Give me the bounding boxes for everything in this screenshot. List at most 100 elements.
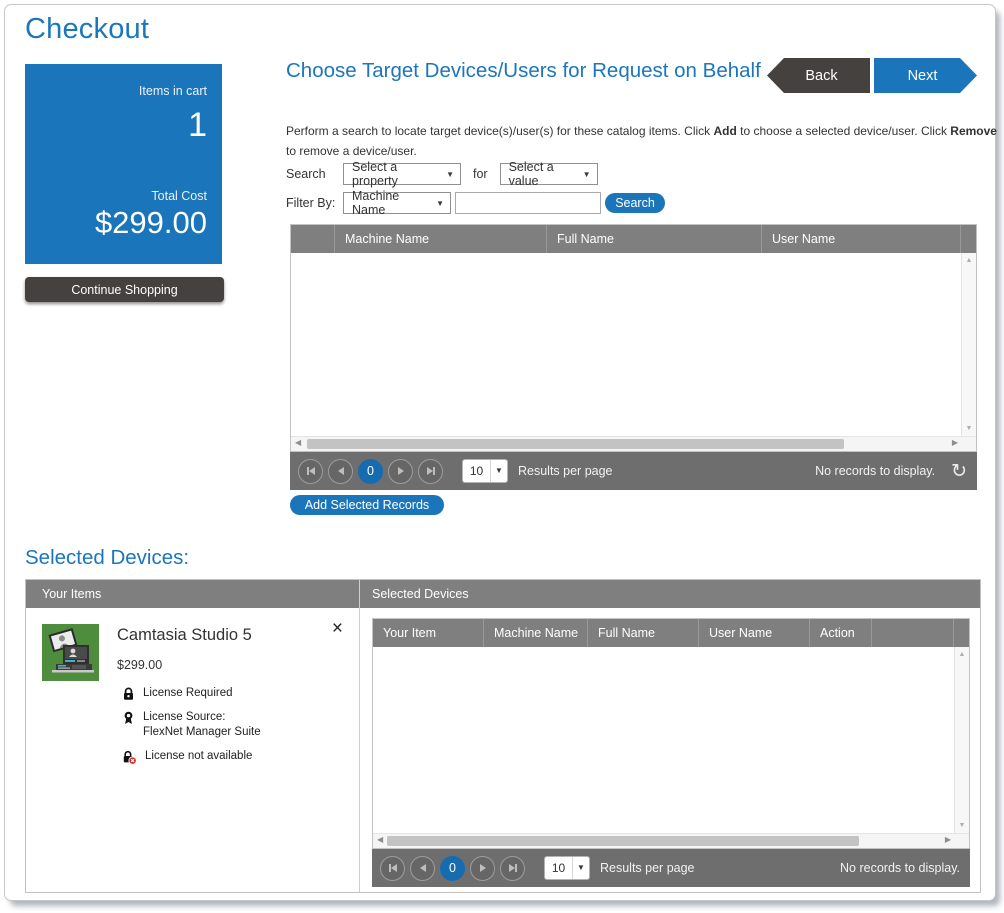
license-required-label: License Required [143,687,233,699]
license-required-badge: License Required [122,686,292,701]
page-size-dropdown[interactable]: 10 ▼ [544,856,590,880]
pager-status: No records to display. [840,861,960,875]
previous-page-icon [419,864,426,872]
instructions-remove-keyword: Remove [950,124,997,138]
chevron-down-icon: ▼ [582,169,591,179]
scroll-right-icon[interactable]: ▶ [951,438,958,447]
last-page-icon [514,864,517,872]
last-page-icon [508,864,515,872]
first-page-icon [306,467,309,475]
selected-devices-pager: 0 10 ▼ Results per page No records to di… [372,849,970,887]
scrollbar-spacer [954,619,969,647]
property-dropdown[interactable]: Select a property ▼ [343,160,461,188]
items-in-cart-count: 1 [188,106,207,144]
filter-by-label: Filter By: [286,196,336,210]
first-page-icon [390,864,397,872]
scroll-left-icon[interactable]: ◀ [377,835,384,844]
selected-devices-grid: Your Item Machine Name Full Name User Na… [372,618,970,849]
page-size-value: 10 [551,861,566,875]
column-header-user-name: User Name [699,619,810,647]
instructions-add-keyword: Add [713,124,737,138]
column-header-action: Action [810,619,872,647]
chevron-down-icon: ▼ [572,857,589,879]
previous-page-button[interactable] [410,855,435,881]
scroll-down-icon[interactable]: ▼ [958,822,966,829]
license-unavailable-label: License not available [145,750,253,762]
remove-item-button[interactable]: × [331,618,343,639]
first-page-button[interactable] [380,855,405,881]
selected-grid-header: Your Item Machine Name Full Name User Na… [373,619,969,647]
select-column-header [291,225,335,253]
previous-page-button[interactable] [328,458,353,484]
previous-page-icon [337,467,344,475]
last-page-icon [426,467,433,475]
for-label: for [473,167,488,181]
filter-field-value: Machine Name [352,189,400,217]
vertical-scrollbar[interactable]: ▲ ▼ [954,647,969,833]
your-items-column: Your Items [26,580,360,892]
scroll-down-icon[interactable]: ▼ [965,425,973,432]
add-selected-records-button[interactable]: Add Selected Records [290,495,444,515]
license-source-label: License Source: FlexNet Manager Suite [143,711,261,738]
first-page-button[interactable] [298,458,323,484]
instructions-part1: Perform a search to locate target device… [286,124,714,138]
scroll-right-icon[interactable]: ▶ [944,835,951,844]
next-button[interactable]: Next [874,58,977,93]
total-cost-value: $299.00 [94,205,207,240]
empty-column-header [872,619,954,647]
value-dropdown-value: Select a value [508,160,554,188]
scrollbar-thumb[interactable] [387,836,859,846]
results-pager: 0 10 ▼ Results per page No records to di… [290,452,977,490]
next-page-button[interactable] [470,855,495,881]
page-size-dropdown[interactable]: 10 ▼ [462,459,508,483]
horizontal-scrollbar[interactable]: ◀ ▶ [291,436,976,451]
column-header-machine-name: Machine Name [484,619,588,647]
filter-field-dropdown[interactable]: Machine Name ▼ [343,189,451,217]
ribbon-icon [124,711,133,724]
next-page-button[interactable] [388,458,413,484]
page-size-value: 10 [469,464,484,478]
license-unavailable-badge: License not available [122,749,292,765]
filter-text-input[interactable] [455,192,601,214]
total-cost-label: Total Cost [151,189,207,203]
property-dropdown-value: Select a property [352,160,398,188]
results-grid-header: Machine Name Full Name User Name [291,225,976,253]
next-page-icon [397,467,404,475]
back-button[interactable]: Back [767,58,870,93]
scrollbar-spacer [961,225,976,253]
current-page-button[interactable]: 0 [358,458,383,484]
cart-summary-card: Items in cart 1 Total Cost $299.00 [25,64,222,264]
column-header-machine-name: Machine Name [335,225,547,253]
vertical-scrollbar[interactable]: ▲ ▼ [961,253,976,436]
search-row: Search Select a property ▼ for Select a … [286,160,598,188]
search-label: Search [286,167,326,181]
item-name: Camtasia Studio 5 [117,626,252,644]
scroll-left-icon[interactable]: ◀ [295,438,302,447]
selected-devices-header: Selected Devices [360,580,980,608]
page-title: Checkout [25,13,150,45]
column-header-full-name: Full Name [588,619,699,647]
last-page-button[interactable] [500,855,525,881]
instructions-part3: to remove a device/user. [286,143,417,158]
refresh-icon[interactable]: ↻ [951,460,967,482]
license-source-badge: License Source: FlexNet Manager Suite [122,710,292,740]
horizontal-scrollbar[interactable]: ◀ ▶ [373,833,969,848]
selected-devices-panel: Your Items [25,579,981,893]
scroll-up-icon[interactable]: ▲ [965,257,973,264]
column-header-your-item: Your Item [373,619,484,647]
wizard-heading: Choose Target Devices/Users for Request … [286,59,761,82]
first-page-icon [388,864,391,872]
chevron-down-icon: ▼ [446,169,454,179]
first-page-icon [308,467,315,475]
value-dropdown[interactable]: Select a value ▼ [499,160,598,188]
search-button[interactable]: Search [605,193,665,213]
current-page-button[interactable]: 0 [440,855,465,881]
last-page-button[interactable] [418,458,443,484]
scroll-up-icon[interactable]: ▲ [958,651,966,658]
chevron-down-icon: ▼ [436,198,444,208]
pager-status: No records to display. [815,464,936,478]
scrollbar-thumb[interactable] [307,439,844,449]
results-per-page-label: Results per page [600,861,695,875]
chevron-down-icon: ▼ [490,460,507,482]
continue-shopping-button[interactable]: Continue Shopping [25,277,224,302]
